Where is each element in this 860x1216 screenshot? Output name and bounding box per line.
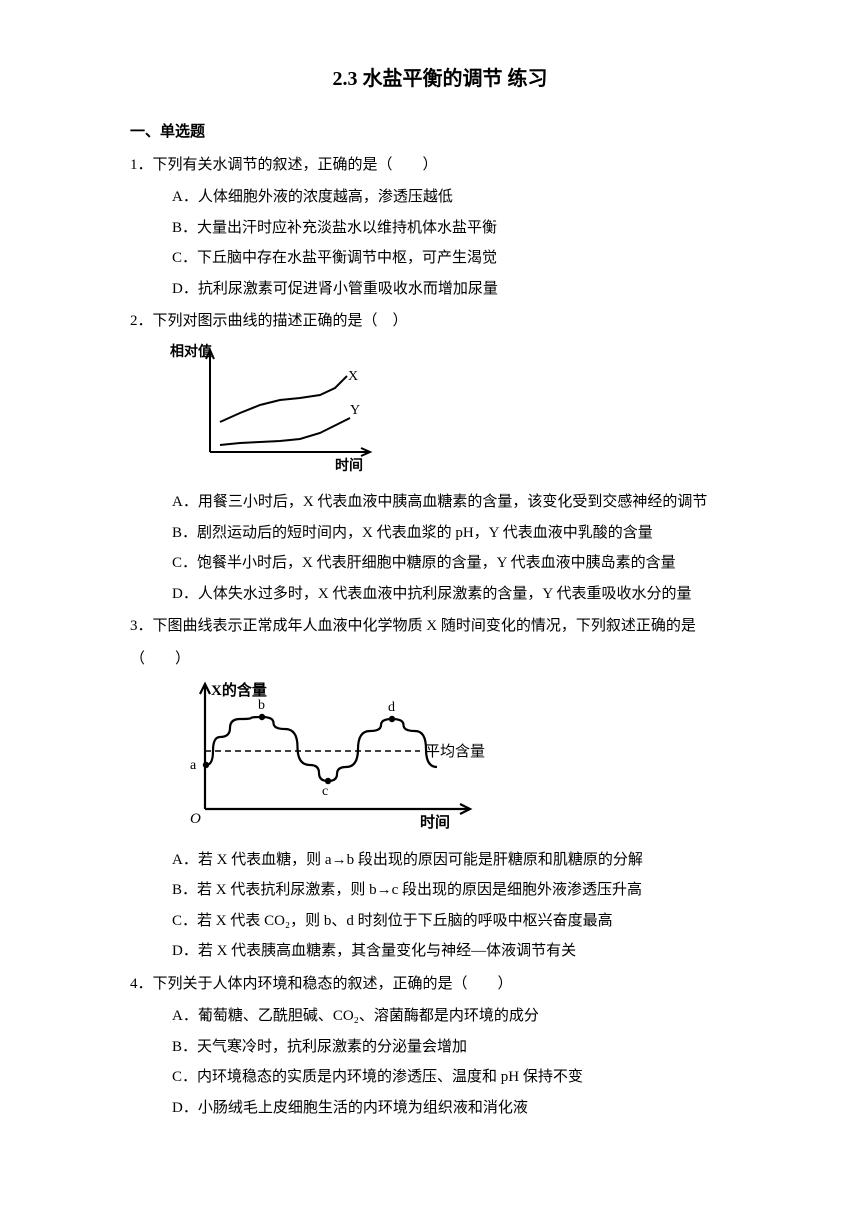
choice-row: A．葡萄糖、乙酰胆碱、CO₂、溶菌酶都是内环境的成分 bbox=[172, 1002, 750, 1031]
svg-text:O: O bbox=[190, 811, 201, 827]
svg-text:a: a bbox=[190, 758, 197, 773]
choice-label: C． bbox=[172, 555, 197, 571]
question-stem: 4．下列关于人体内环境和稳态的叙述，正确的是（ ） bbox=[130, 970, 750, 999]
choice-label: A． bbox=[172, 494, 198, 510]
svg-text:X的含量: X的含量 bbox=[211, 681, 267, 699]
question-text: 下图曲线表示正常成年人血液中化学物质 X 随时间变化的情况，下列叙述正确的是 bbox=[153, 618, 696, 634]
choice-row: D．人体失水过多时，X 代表血液中抗利尿激素的含量，Y 代表重吸收水分的量 bbox=[172, 580, 750, 609]
question-number: 1． bbox=[130, 157, 153, 173]
choice-text: 人体失水过多时，X 代表血液中抗利尿激素的含量，Y 代表重吸收水分的量 bbox=[198, 586, 692, 602]
choice-row: B．天气寒冷时，抗利尿激素的分泌量会增加 bbox=[172, 1033, 750, 1062]
choice-label: C． bbox=[172, 1069, 197, 1085]
choice-text: 内环境稳态的实质是内环境的渗透压、温度和 pH 保持不变 bbox=[197, 1069, 583, 1085]
choice-row: A．若 X 代表血糖，则 a→b 段出现的原因可能是肝糖原和肌糖原的分解 bbox=[172, 846, 750, 875]
choice-text: 用餐三小时后，X 代表血液中胰高血糖素的含量，该变化受到交感神经的调节 bbox=[198, 494, 708, 510]
question-number: 2． bbox=[130, 313, 153, 329]
choice-text: 饱餐半小时后，X 代表肝细胞中糖原的含量，Y 代表血液中胰岛素的含量 bbox=[197, 555, 676, 571]
choice-text: 天气寒冷时，抗利尿激素的分泌量会增加 bbox=[197, 1039, 467, 1055]
section-heading: 一、单选题 bbox=[130, 118, 750, 147]
choice-text: 小肠绒毛上皮细胞生活的内环境为组织液和消化液 bbox=[198, 1100, 528, 1116]
choice-text: 大量出汗时应补充淡盐水以维持机体水盐平衡 bbox=[197, 220, 497, 236]
choice-text: 剧烈运动后的短时间内，X 代表血浆的 pH，Y 代表血液中乳酸的含量 bbox=[197, 525, 653, 541]
page-title: 2.3 水盐平衡的调节 练习 bbox=[130, 60, 750, 98]
choice-text: 葡萄糖、乙酰胆碱、CO₂、溶菌酶都是内环境的成分 bbox=[198, 1008, 539, 1024]
choice-text: 人体细胞外液的浓度越高，渗透压越低 bbox=[198, 189, 453, 205]
svg-text:时间: 时间 bbox=[335, 457, 363, 472]
choice-row: B．若 X 代表抗利尿激素，则 b→c 段出现的原因是细胞外液渗透压升高 bbox=[172, 876, 750, 905]
choice-text: 下丘脑中存在水盐平衡调节中枢，可产生渴觉 bbox=[197, 250, 497, 266]
choice-text: 若 X 代表血糖，则 a→b 段出现的原因可能是肝糖原和肌糖原的分解 bbox=[198, 852, 643, 868]
choice-label: A． bbox=[172, 852, 198, 868]
question-number: 4． bbox=[130, 976, 153, 992]
choice-row: C．若 X 代表 CO₂，则 b、d 时刻位于下丘脑的呼吸中枢兴奋度最高 bbox=[172, 907, 750, 936]
svg-text:X: X bbox=[348, 369, 358, 384]
question-stem: 3．下图曲线表示正常成年人血液中化学物质 X 随时间变化的情况，下列叙述正确的是 bbox=[130, 612, 750, 641]
svg-text:平均含量: 平均含量 bbox=[425, 743, 485, 760]
choice-label: A． bbox=[172, 1008, 198, 1024]
choice-row: A．用餐三小时后，X 代表血液中胰高血糖素的含量，该变化受到交感神经的调节 bbox=[172, 488, 750, 517]
question-stem-cont: （ ） bbox=[130, 645, 750, 674]
choice-row: C．饱餐半小时后，X 代表肝细胞中糖原的含量，Y 代表血液中胰岛素的含量 bbox=[172, 549, 750, 578]
svg-text:时间: 时间 bbox=[420, 813, 450, 829]
svg-text:d: d bbox=[388, 700, 395, 715]
svg-text:相对值: 相对值 bbox=[170, 343, 212, 360]
choice-row: B．剧烈运动后的短时间内，X 代表血浆的 pH，Y 代表血液中乳酸的含量 bbox=[172, 519, 750, 548]
choice-text: 若 X 代表抗利尿激素，则 b→c 段出现的原因是细胞外液渗透压升高 bbox=[197, 882, 642, 898]
choice-row: D．小肠绒毛上皮细胞生活的内环境为组织液和消化液 bbox=[172, 1094, 750, 1123]
choice-label: A． bbox=[172, 189, 198, 205]
choice-row: A．人体细胞外液的浓度越高，渗透压越低 bbox=[172, 183, 750, 212]
choice-row: C．内环境稳态的实质是内环境的渗透压、温度和 pH 保持不变 bbox=[172, 1063, 750, 1092]
graph2-svg: a b c d X的含量时间 平均含量 O bbox=[170, 679, 498, 829]
question-stem: 1．下列有关水调节的叙述，正确的是（ ） bbox=[130, 151, 750, 180]
choice-label: D． bbox=[172, 943, 198, 959]
question-text: 下列对图示曲线的描述正确的是（ ） bbox=[153, 313, 408, 329]
choice-row: D．若 X 代表胰高血糖素，其含量变化与神经—体液调节有关 bbox=[172, 937, 750, 966]
question-stem: 2．下列对图示曲线的描述正确的是（ ） bbox=[130, 307, 750, 336]
question-text: 下列关于人体内环境和稳态的叙述，正确的是（ ） bbox=[153, 976, 513, 992]
choice-label: B． bbox=[172, 882, 197, 898]
question-text: 下列有关水调节的叙述，正确的是（ ） bbox=[153, 157, 438, 173]
page-body: 2.3 水盐平衡的调节 练习 一、单选题 1．下列有关水调节的叙述，正确的是（ … bbox=[0, 0, 860, 1164]
svg-text:c: c bbox=[322, 784, 328, 799]
choice-text: 若 X 代表 CO₂，则 b、d 时刻位于下丘脑的呼吸中枢兴奋度最高 bbox=[197, 913, 613, 929]
choice-label: C． bbox=[172, 913, 197, 929]
choice-row: D．抗利尿激素可促进肾小管重吸收水而增加尿量 bbox=[172, 275, 750, 304]
choice-label: B． bbox=[172, 525, 197, 541]
choice-label: D． bbox=[172, 1100, 198, 1116]
choice-label: D． bbox=[172, 281, 198, 297]
choice-label: B． bbox=[172, 1039, 197, 1055]
choice-text: 抗利尿激素可促进肾小管重吸收水而增加尿量 bbox=[198, 281, 498, 297]
choice-label: B． bbox=[172, 220, 197, 236]
svg-text:Y: Y bbox=[350, 403, 360, 418]
choice-label: D． bbox=[172, 586, 198, 602]
graph1-svg: 相对值时间 X Y bbox=[170, 342, 380, 472]
choice-row: B．大量出汗时应补充淡盐水以维持机体水盐平衡 bbox=[172, 214, 750, 243]
svg-text:b: b bbox=[258, 698, 265, 713]
choice-label: C． bbox=[172, 250, 197, 266]
chart-graph2: a b c d X的含量时间 平均含量 O bbox=[170, 679, 750, 840]
choice-row: C．下丘脑中存在水盐平衡调节中枢，可产生渴觉 bbox=[172, 244, 750, 273]
choice-text: 若 X 代表胰高血糖素，其含量变化与神经—体液调节有关 bbox=[198, 943, 576, 959]
chart-graph1: 相对值时间 X Y bbox=[170, 342, 750, 483]
question-number: 3． bbox=[130, 618, 153, 634]
